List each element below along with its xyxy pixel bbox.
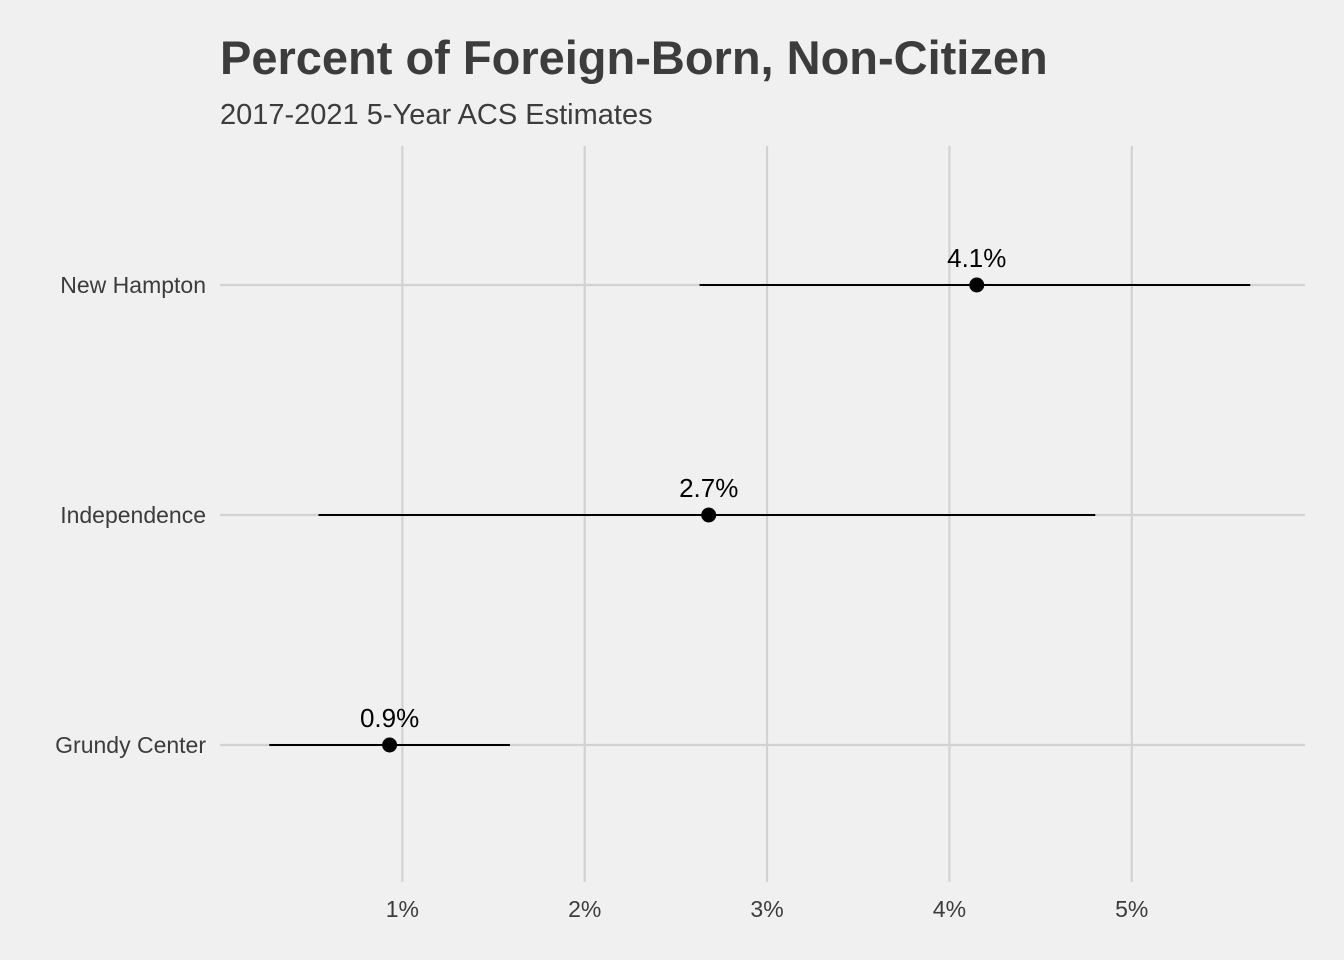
- y-category-label: Independence: [60, 502, 206, 528]
- data-label: 0.9%: [360, 703, 419, 733]
- x-tick-label: 4%: [933, 896, 966, 922]
- y-category-label: New Hampton: [60, 272, 206, 298]
- data-label: 2.7%: [679, 473, 738, 503]
- x-tick-label: 1%: [386, 896, 419, 922]
- chart-title: Percent of Foreign-Born, Non-Citizen: [220, 31, 1048, 84]
- data-point: [382, 737, 398, 753]
- data-marks: 4.1% 2.7% 0.9%: [269, 243, 1251, 753]
- x-tick-label: 2%: [568, 896, 601, 922]
- y-category-label: Grundy Center: [55, 732, 206, 758]
- data-label: 4.1%: [947, 243, 1006, 273]
- data-point: [701, 507, 717, 523]
- x-axis-labels: 1% 2% 3% 4% 5%: [386, 896, 1149, 922]
- x-tick-label: 3%: [750, 896, 783, 922]
- x-tick-label: 5%: [1115, 896, 1148, 922]
- chart-subtitle: 2017-2021 5-Year ACS Estimates: [220, 99, 653, 131]
- y-axis-labels: New Hampton Independence Grundy Center: [55, 272, 206, 758]
- data-point: [969, 277, 985, 293]
